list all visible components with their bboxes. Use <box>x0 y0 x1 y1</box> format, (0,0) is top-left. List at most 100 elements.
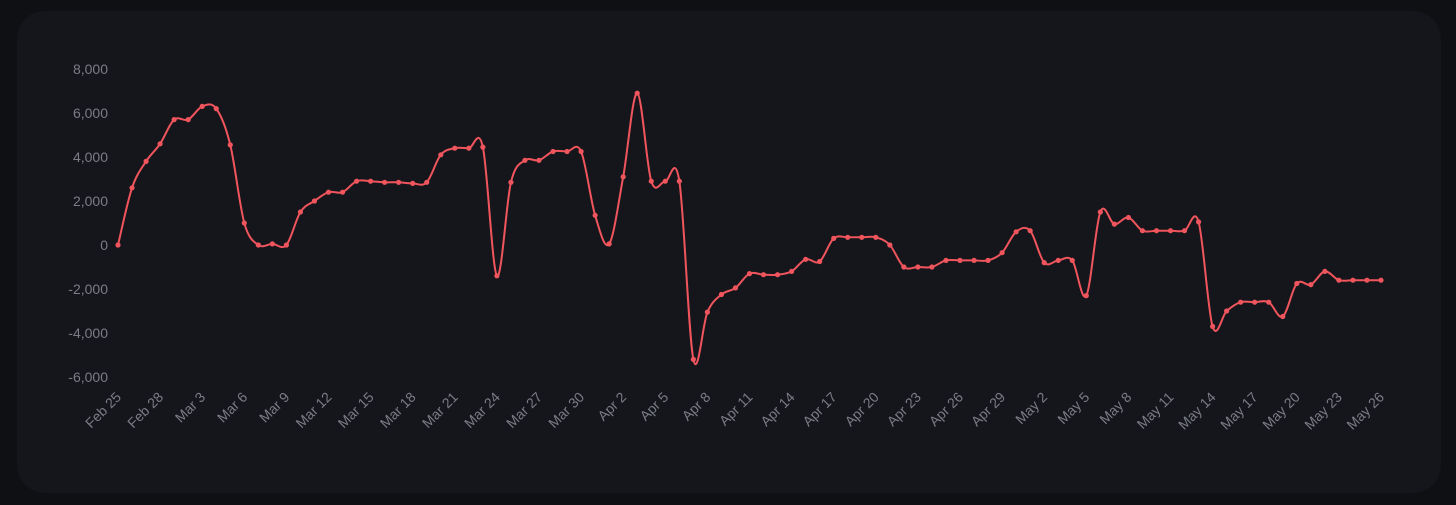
data-point[interactable] <box>550 148 556 155</box>
data-point[interactable] <box>564 148 570 155</box>
data-point[interactable] <box>746 271 753 277</box>
x-tick-label: Apr 14 <box>757 389 798 430</box>
data-point[interactable] <box>1266 299 1272 305</box>
data-point[interactable] <box>1224 308 1230 314</box>
data-point[interactable] <box>592 212 598 218</box>
data-point[interactable] <box>1097 209 1103 215</box>
data-point[interactable] <box>887 242 893 248</box>
data-point[interactable] <box>339 189 346 195</box>
data-point[interactable] <box>1153 228 1160 234</box>
data-point[interactable] <box>1125 214 1131 221</box>
data-point[interactable] <box>368 178 374 184</box>
data-point[interactable] <box>1238 299 1244 305</box>
data-point[interactable] <box>311 198 318 204</box>
data-point[interactable] <box>1210 323 1216 329</box>
data-point[interactable] <box>297 209 304 215</box>
data-point[interactable] <box>438 152 444 158</box>
data-point[interactable] <box>690 356 696 362</box>
data-point[interactable] <box>578 148 584 155</box>
data-point[interactable] <box>732 285 739 291</box>
data-point[interactable] <box>1181 228 1188 234</box>
data-point[interactable] <box>704 309 711 315</box>
x-tick-label: Mar 12 <box>292 389 334 431</box>
data-point[interactable] <box>283 242 289 248</box>
data-point[interactable] <box>508 179 514 185</box>
data-point[interactable] <box>452 145 458 151</box>
data-point[interactable] <box>1027 228 1033 234</box>
data-point[interactable] <box>676 178 682 184</box>
data-point[interactable] <box>241 220 247 226</box>
data-point[interactable] <box>803 256 809 262</box>
data-point[interactable] <box>873 234 879 240</box>
data-point[interactable] <box>774 272 781 278</box>
data-point[interactable] <box>648 178 654 184</box>
data-point[interactable] <box>213 106 219 112</box>
x-tick-label: Apr 8 <box>679 389 714 424</box>
data-point[interactable] <box>1350 277 1356 283</box>
data-point[interactable] <box>1041 260 1047 266</box>
data-point[interactable] <box>1083 293 1089 299</box>
data-point[interactable] <box>1308 282 1314 288</box>
data-point[interactable] <box>494 273 500 279</box>
x-tick-label: Mar 3 <box>172 389 209 426</box>
x-tick-label: May 5 <box>1054 389 1092 427</box>
data-point[interactable] <box>353 178 360 184</box>
data-point[interactable] <box>1294 280 1300 287</box>
data-point[interactable] <box>115 242 121 248</box>
data-point[interactable] <box>999 250 1005 256</box>
data-point[interactable] <box>325 189 332 195</box>
data-point[interactable] <box>171 117 177 123</box>
data-point[interactable] <box>396 179 402 185</box>
data-point[interactable] <box>1280 313 1286 320</box>
data-point[interactable] <box>1252 299 1258 305</box>
data-point[interactable] <box>634 90 640 96</box>
data-point[interactable] <box>901 264 907 270</box>
data-point[interactable] <box>1111 221 1117 227</box>
data-point[interactable] <box>662 178 668 184</box>
data-point[interactable] <box>760 272 767 278</box>
data-point[interactable] <box>1167 228 1174 234</box>
data-point[interactable] <box>1013 229 1019 235</box>
data-point[interactable] <box>227 142 233 148</box>
data-point[interactable] <box>943 257 949 263</box>
data-point[interactable] <box>480 144 486 150</box>
data-point[interactable] <box>522 157 528 163</box>
data-point[interactable] <box>718 291 725 298</box>
data-point[interactable] <box>1364 277 1370 283</box>
data-point[interactable] <box>199 103 205 109</box>
data-point[interactable] <box>831 235 837 241</box>
x-tick-label: Apr 2 <box>594 389 629 424</box>
data-point[interactable] <box>971 257 977 263</box>
data-point[interactable] <box>1069 257 1075 263</box>
x-tick-label: Mar 21 <box>419 389 461 431</box>
data-point[interactable] <box>859 234 865 240</box>
data-point[interactable] <box>1322 268 1328 274</box>
data-point[interactable] <box>382 179 388 185</box>
data-point[interactable] <box>424 179 430 185</box>
data-point[interactable] <box>929 264 935 270</box>
x-tick-label: Apr 11 <box>716 389 756 429</box>
data-point[interactable] <box>915 264 921 270</box>
data-point[interactable] <box>157 141 163 147</box>
data-point[interactable] <box>255 242 261 248</box>
data-point[interactable] <box>985 257 991 263</box>
x-tick-label: May 11 <box>1134 389 1177 432</box>
data-point[interactable] <box>269 241 275 247</box>
data-point[interactable] <box>143 158 149 164</box>
data-point[interactable] <box>129 185 135 191</box>
data-point[interactable] <box>466 145 472 151</box>
data-point[interactable] <box>957 257 963 263</box>
data-point[interactable] <box>606 241 612 247</box>
data-point[interactable] <box>1378 277 1384 283</box>
data-point[interactable] <box>185 117 191 123</box>
data-point[interactable] <box>1336 277 1342 283</box>
data-point[interactable] <box>1139 228 1146 234</box>
data-point[interactable] <box>410 180 416 186</box>
data-point[interactable] <box>536 157 542 163</box>
data-point[interactable] <box>845 234 851 240</box>
data-point[interactable] <box>817 258 823 265</box>
data-point[interactable] <box>1195 219 1202 225</box>
data-point[interactable] <box>620 174 626 180</box>
data-point[interactable] <box>1055 257 1061 263</box>
data-point[interactable] <box>789 268 795 274</box>
